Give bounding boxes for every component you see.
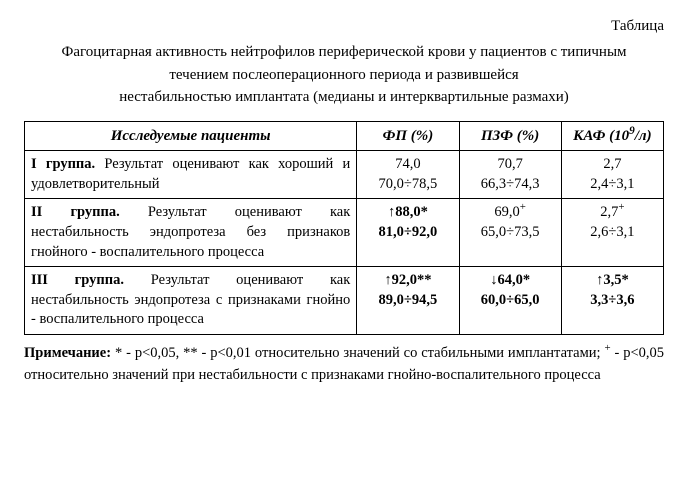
col-header-pzf: ПЗФ (%) bbox=[459, 122, 561, 151]
row2-fp: ↑88,0* 81,0÷92,0 bbox=[357, 199, 459, 267]
col-header-patients: Исследуемые пациенты bbox=[25, 122, 357, 151]
row1-kaf: 2,7 2,4÷3,1 bbox=[561, 151, 663, 199]
table-row: III группа. Результат оценивают как нест… bbox=[25, 267, 664, 335]
table-caption: Фагоцитарная активность нейтрофилов пери… bbox=[34, 42, 654, 107]
caption-line-1: Фагоцитарная активность нейтрофилов пери… bbox=[34, 42, 654, 62]
row2-kaf: 2,7+ 2,6÷3,1 bbox=[561, 199, 663, 267]
table-header-row: Исследуемые пациенты ФП (%) ПЗФ (%) КАФ … bbox=[25, 122, 664, 151]
table-label: Таблица bbox=[24, 16, 664, 36]
col-header-fp: ФП (%) bbox=[357, 122, 459, 151]
row1-fp: 74,0 70,0÷78,5 bbox=[357, 151, 459, 199]
data-table: Исследуемые пациенты ФП (%) ПЗФ (%) КАФ … bbox=[24, 121, 664, 335]
row3-fp: ↑92,0** 89,0÷94,5 bbox=[357, 267, 459, 335]
row3-desc: III группа. Результат оценивают как нест… bbox=[25, 267, 357, 335]
caption-line-2: течением послеоперационного периода и ра… bbox=[34, 65, 654, 85]
col-header-kaf: КАФ (109/л) bbox=[561, 122, 663, 151]
footnote: Примечание: * - p<0,05, ** - p<0,01 отно… bbox=[24, 343, 664, 387]
row2-desc: II группа. Результат оценивают как неста… bbox=[25, 199, 357, 267]
caption-line-3: нестабильностью имплантата (медианы и ин… bbox=[34, 87, 654, 107]
row3-pzf: ↓64,0* 60,0÷65,0 bbox=[459, 267, 561, 335]
row2-pzf: 69,0+ 65,0÷73,5 bbox=[459, 199, 561, 267]
row1-desc: I группа. Результат оценивают как хороши… bbox=[25, 151, 357, 199]
row3-kaf: ↑3,5* 3,3÷3,6 bbox=[561, 267, 663, 335]
table-row: II группа. Результат оценивают как неста… bbox=[25, 199, 664, 267]
table-row: I группа. Результат оценивают как хороши… bbox=[25, 151, 664, 199]
row1-pzf: 70,7 66,3÷74,3 bbox=[459, 151, 561, 199]
